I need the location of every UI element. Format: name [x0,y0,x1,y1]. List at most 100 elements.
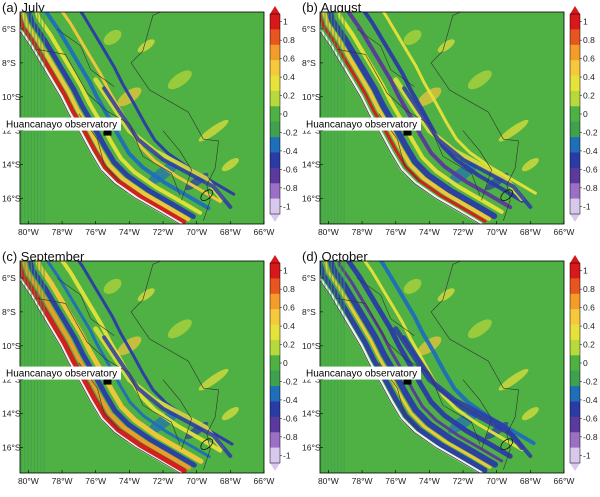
lat-tick-label: 10°S [302,92,321,102]
colorbar-label: 0.6 [283,303,295,313]
field-band [381,12,537,195]
colorbar-label: -0.6 [583,413,598,423]
colorbar-segment [570,401,580,418]
lon-tick-label: 74°W [419,227,440,237]
lon-tick-label: 80°W [318,227,339,237]
map-panel-august: (b) August 6°S 8°S 10°S 12°S 14°S 16°S 80°W 78°… [300,0,600,248]
field-blob [437,39,455,53]
colorbar-label: 1 [583,266,588,276]
observatory-label-box [303,366,421,380]
colorbar-segment [270,106,280,122]
colorbar-segment [570,309,580,325]
field-band [35,261,204,464]
field-blob [417,87,442,107]
map-panel-october: (d) October 6°S 8°S 10°S 12°S 14°S 16°S 80°W 78… [300,249,600,497]
colorbar-label: -0.4 [283,395,298,405]
ocean-field [320,12,480,224]
field-blob [137,288,155,302]
colorbar-label: 0.2 [583,91,595,101]
colorbar-label: 0 [583,358,588,368]
observatory-label-box [303,117,421,131]
map-panel-july: (a) July 6°S 8°S 10°S 12°S 14°S 16°S 80°W 78°W 7… [0,0,300,248]
lon-tick-label: 80°W [18,227,39,237]
lat-tick-label: 6°S [302,24,316,34]
lon-tick-label: 76°W [385,476,406,486]
colorbar-segment [270,278,280,295]
lon-tick-label: 74°W [119,227,140,237]
field-blob [467,70,492,90]
field-blob [403,29,422,45]
lon-tick-label: 70°W [186,227,207,237]
colorbar-segment [570,447,580,464]
field-band [102,335,233,458]
colorbar-label: 0.4 [583,72,595,82]
colorbar-label: 0.4 [283,321,295,331]
field-band [337,261,504,463]
field-band [102,86,233,209]
lon-tick-label: 76°W [85,476,106,486]
field-band [46,261,211,459]
colorbar-label: -0.8 [583,432,598,442]
colorbar-segment [570,44,580,61]
lon-tick-label: 78°W [52,227,73,237]
colorbar-segment [570,293,580,310]
colorbar-segment [270,293,280,310]
lake-titicaca [500,438,514,451]
colorbar-segment [270,90,280,107]
lon-tick-label: 74°W [119,476,140,486]
lat-tick-label: 14°S [302,409,321,419]
colorbar-segment [570,167,580,184]
lon-tick-label: 78°W [352,227,373,237]
colorbar-label: 0.6 [583,54,595,64]
colorbar-label: 0.8 [583,35,595,45]
lon-tick-label: 66°W [254,227,275,237]
colorbar-bottom-arrow [270,463,280,471]
colorbar-label: -0.8 [283,183,298,193]
admin-border [503,387,519,470]
colorbar-label: 0.4 [283,72,295,82]
colorbar-segment [270,29,280,46]
observatory-label-box [3,366,121,380]
colorbar-label: 0 [283,358,288,368]
admin-border [462,130,492,201]
observatory-label: Huancanayo observatory [6,120,117,131]
colorbar-top-arrow [270,6,280,14]
colorbar-segment [570,137,580,153]
colorbar-segment [570,183,580,199]
colorbar-top-arrow [570,6,580,14]
panel-title: (c) September [2,249,85,264]
colorbar-segment [570,339,580,356]
colorbar-segment [270,137,280,153]
field-band [27,261,197,468]
lat-tick-label: 10°S [2,341,21,351]
colorbar-segment [570,106,580,122]
colorbar-segment [270,183,280,199]
admin-border [130,261,204,389]
admin-border [36,298,181,445]
admin-border [162,130,192,201]
colorbar-segment [270,339,280,356]
colorbar-label: 0.8 [283,35,295,45]
admin-border [356,28,415,87]
lon-tick-label: 72°W [153,227,174,237]
colorbar-label: 0.4 [583,321,595,331]
colorbar-segment [570,263,580,279]
lake-titicaca [500,189,514,202]
colorbar-segment [270,14,280,30]
colorbar-label: -0.6 [283,164,298,174]
colorbar-segment [270,401,280,418]
lon-tick-label: 78°W [352,476,373,486]
admin-border [462,379,492,450]
colorbar-label: -0.8 [583,183,598,193]
colorbar-segment [270,167,280,184]
lat-tick-label: 16°S [2,194,21,204]
lon-tick-label: 66°W [554,227,575,237]
field-blob [167,70,192,90]
colorbar-label: -0.2 [583,376,598,386]
colorbar-segment [570,121,580,138]
field-blob [221,407,239,421]
colorbar-segment [270,60,280,76]
colorbar-label: -1 [283,450,291,460]
lake-titicaca [200,438,214,451]
lat-tick-label: 14°S [302,160,321,170]
